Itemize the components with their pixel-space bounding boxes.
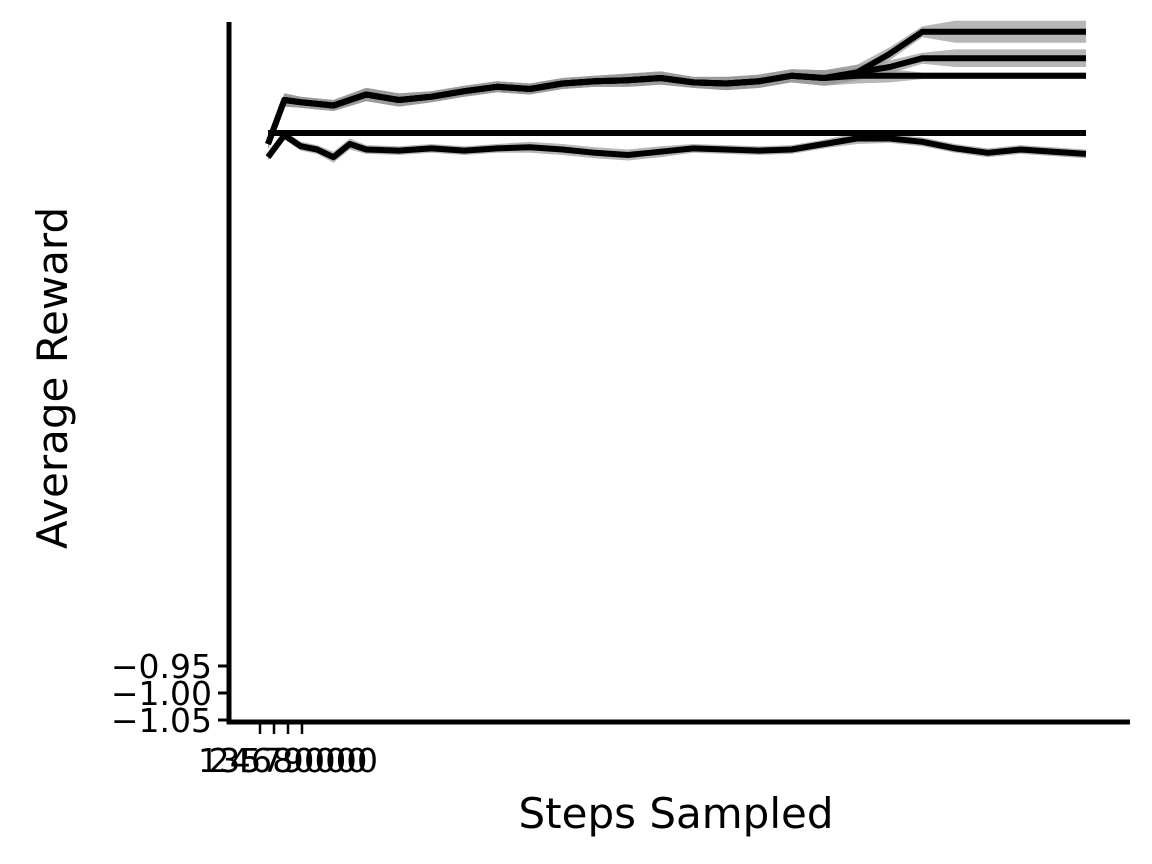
series-2-line [265, 28, 1086, 146]
x-tick-label: 6 [251, 741, 272, 780]
x-tick-label: 9 [283, 741, 304, 780]
x-axis-label: Steps Sampled [519, 789, 834, 838]
y-ticks: −0.95−1.00−1.05 [111, 647, 229, 740]
series-lines [265, 28, 1087, 161]
series-5-line [265, 132, 1087, 161]
x-tick-label: 0 [357, 741, 378, 780]
x-tick-label: 0 [304, 741, 325, 780]
x-tick-label: 0 [346, 741, 367, 780]
y-tick-label: −0.95 [111, 647, 212, 686]
x-tick-label: 5 [240, 741, 261, 780]
x-tick-label: 4 [230, 741, 251, 780]
y-axis-label: Average Reward [28, 207, 77, 549]
x-tick-label: 0 [315, 741, 336, 780]
y-tick-label: −1.00 [111, 674, 212, 713]
axes [226, 22, 1130, 725]
x-tick-label: 8 [272, 741, 293, 780]
x-tick-label: 0 [336, 741, 357, 780]
x-tick-label: 7 [262, 741, 283, 780]
x-tick-label: 0 [325, 741, 346, 780]
confidence-bands [268, 20, 1086, 163]
x-tick-label: 3 [219, 741, 240, 780]
x-tick-label: 0 [293, 741, 314, 780]
y-tick-label: −1.05 [111, 701, 212, 740]
series-3-line [265, 55, 1086, 146]
x-tick-label: 2 [209, 741, 230, 780]
x-tick-label: 1 [198, 741, 219, 780]
